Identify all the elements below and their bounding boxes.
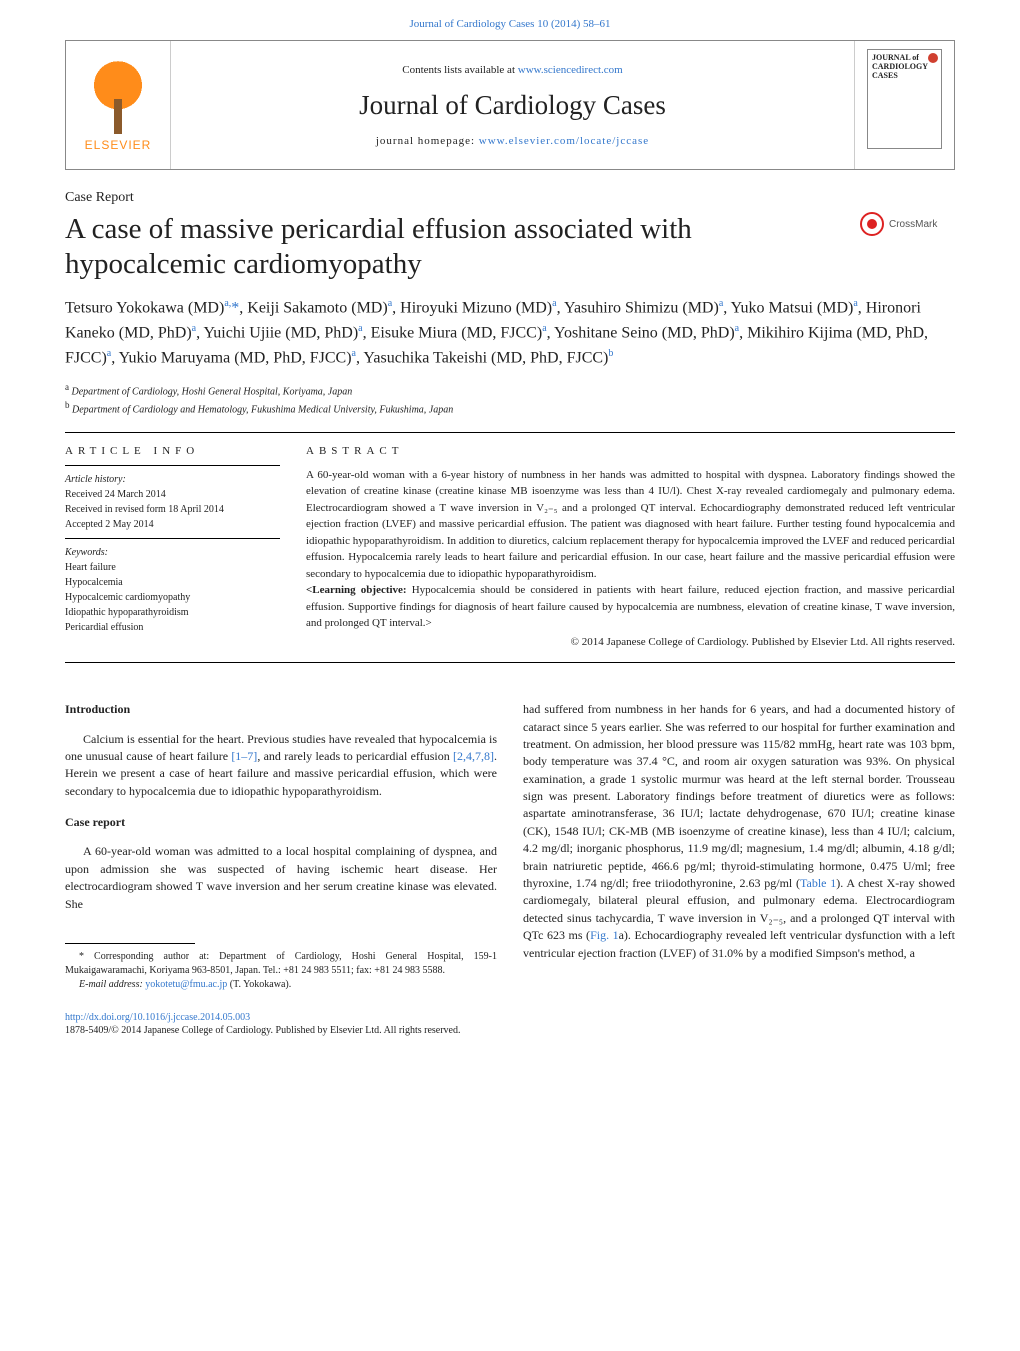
keyword: Hypocalcemia <box>65 575 280 590</box>
footnote-divider <box>65 943 195 944</box>
abstract-copyright: © 2014 Japanese College of Cardiology. P… <box>306 634 955 651</box>
article-history: Article history: Received 24 March 2014 … <box>65 472 280 532</box>
elsevier-tree-icon <box>83 59 153 134</box>
case-paragraph-continued: had suffered from numbness in her hands … <box>523 701 955 962</box>
masthead: ELSEVIER Contents lists available at www… <box>65 40 955 170</box>
keyword: Hypocalcemic cardiomyopathy <box>65 590 280 605</box>
cover-thumbnail: JOURNAL of CARDIOLOGY CASES <box>867 49 942 149</box>
crossmark-badge[interactable]: CrossMark <box>860 212 955 236</box>
masthead-center: Contents lists available at www.scienced… <box>171 41 854 169</box>
intro-paragraph: Calcium is essential for the heart. Prev… <box>65 731 497 801</box>
crossmark-icon <box>860 212 884 236</box>
body-columns: Introduction Calcium is essential for th… <box>65 701 955 992</box>
learning-objective-label: <Learning objective: <box>306 584 407 596</box>
case-paragraph: A 60-year-old woman was admitted to a lo… <box>65 843 497 913</box>
divider <box>65 662 955 663</box>
homepage-link[interactable]: www.elsevier.com/locate/jccase <box>479 135 649 147</box>
article-info: article info Article history: Received 2… <box>65 445 280 651</box>
sciencedirect-link[interactable]: www.sciencedirect.com <box>518 64 623 76</box>
cover-dot-icon <box>928 53 938 63</box>
contents-available: Contents lists available at www.scienced… <box>171 64 854 76</box>
received-date: Received 24 March 2014 <box>65 487 280 502</box>
elsevier-logo[interactable]: ELSEVIER <box>66 41 171 169</box>
elsevier-label: ELSEVIER <box>85 138 152 152</box>
left-column: Introduction Calcium is essential for th… <box>65 701 497 992</box>
abstract-text: A 60-year-old woman with a 6-year histor… <box>306 467 955 651</box>
table-link[interactable]: Table 1 <box>800 876 836 890</box>
keyword: Idiopathic hypoparathyroidism <box>65 605 280 620</box>
intro-heading: Introduction <box>65 701 497 718</box>
journal-citation: Journal of Cardiology Cases 10 (2014) 58… <box>0 0 1020 40</box>
accepted-date: Accepted 2 May 2014 <box>65 517 280 532</box>
crossmark-label: CrossMark <box>889 219 937 230</box>
info-heading: article info <box>65 445 280 457</box>
contents-prefix: Contents lists available at <box>402 64 517 76</box>
divider <box>65 432 955 433</box>
history-label: Article history: <box>65 472 280 487</box>
affiliations: a Department of Cardiology, Hoshi Genera… <box>65 381 955 418</box>
article-type: Case Report <box>65 190 955 206</box>
keyword: Heart failure <box>65 560 280 575</box>
abstract: abstract A 60-year-old woman with a 6-ye… <box>306 445 955 651</box>
affiliation-b: b Department of Cardiology and Hematolog… <box>65 399 955 417</box>
homepage-prefix: journal homepage: <box>376 135 479 147</box>
revised-date: Received in revised form 18 April 2014 <box>65 502 280 517</box>
keywords-label: Keywords: <box>65 545 280 560</box>
abstract-heading: abstract <box>306 445 955 457</box>
right-column: had suffered from numbness in her hands … <box>523 701 955 992</box>
journal-homepage: journal homepage: www.elsevier.com/locat… <box>171 135 854 147</box>
figure-link[interactable]: Fig. 1 <box>590 928 619 942</box>
corresponding-author: * Corresponding author at: Department of… <box>65 950 497 978</box>
issn-copyright: 1878-5409/© 2014 Japanese College of Car… <box>65 1025 955 1036</box>
authors: Tetsuro Yokokawa (MD)a,*, Keiji Sakamoto… <box>65 296 955 371</box>
ref-link[interactable]: [1–7] <box>231 749 257 763</box>
keyword: Pericardial effusion <box>65 620 280 635</box>
journal-name: Journal of Cardiology Cases <box>171 90 854 121</box>
email-footnote: E-mail address: yokotetu@fmu.ac.jp (T. Y… <box>65 978 497 992</box>
email-link[interactable]: yokotetu@fmu.ac.jp <box>145 979 227 990</box>
journal-cover[interactable]: JOURNAL of CARDIOLOGY CASES <box>854 41 954 169</box>
case-report-heading: Case report <box>65 814 497 831</box>
article-title: A case of massive pericardial effusion a… <box>65 212 860 282</box>
affiliation-a: a Department of Cardiology, Hoshi Genera… <box>65 381 955 399</box>
ref-link[interactable]: [2,4,7,8] <box>453 749 494 763</box>
keywords-block: Keywords: Heart failure Hypocalcemia Hyp… <box>65 545 280 635</box>
doi-link[interactable]: http://dx.doi.org/10.1016/j.jccase.2014.… <box>65 1012 955 1023</box>
